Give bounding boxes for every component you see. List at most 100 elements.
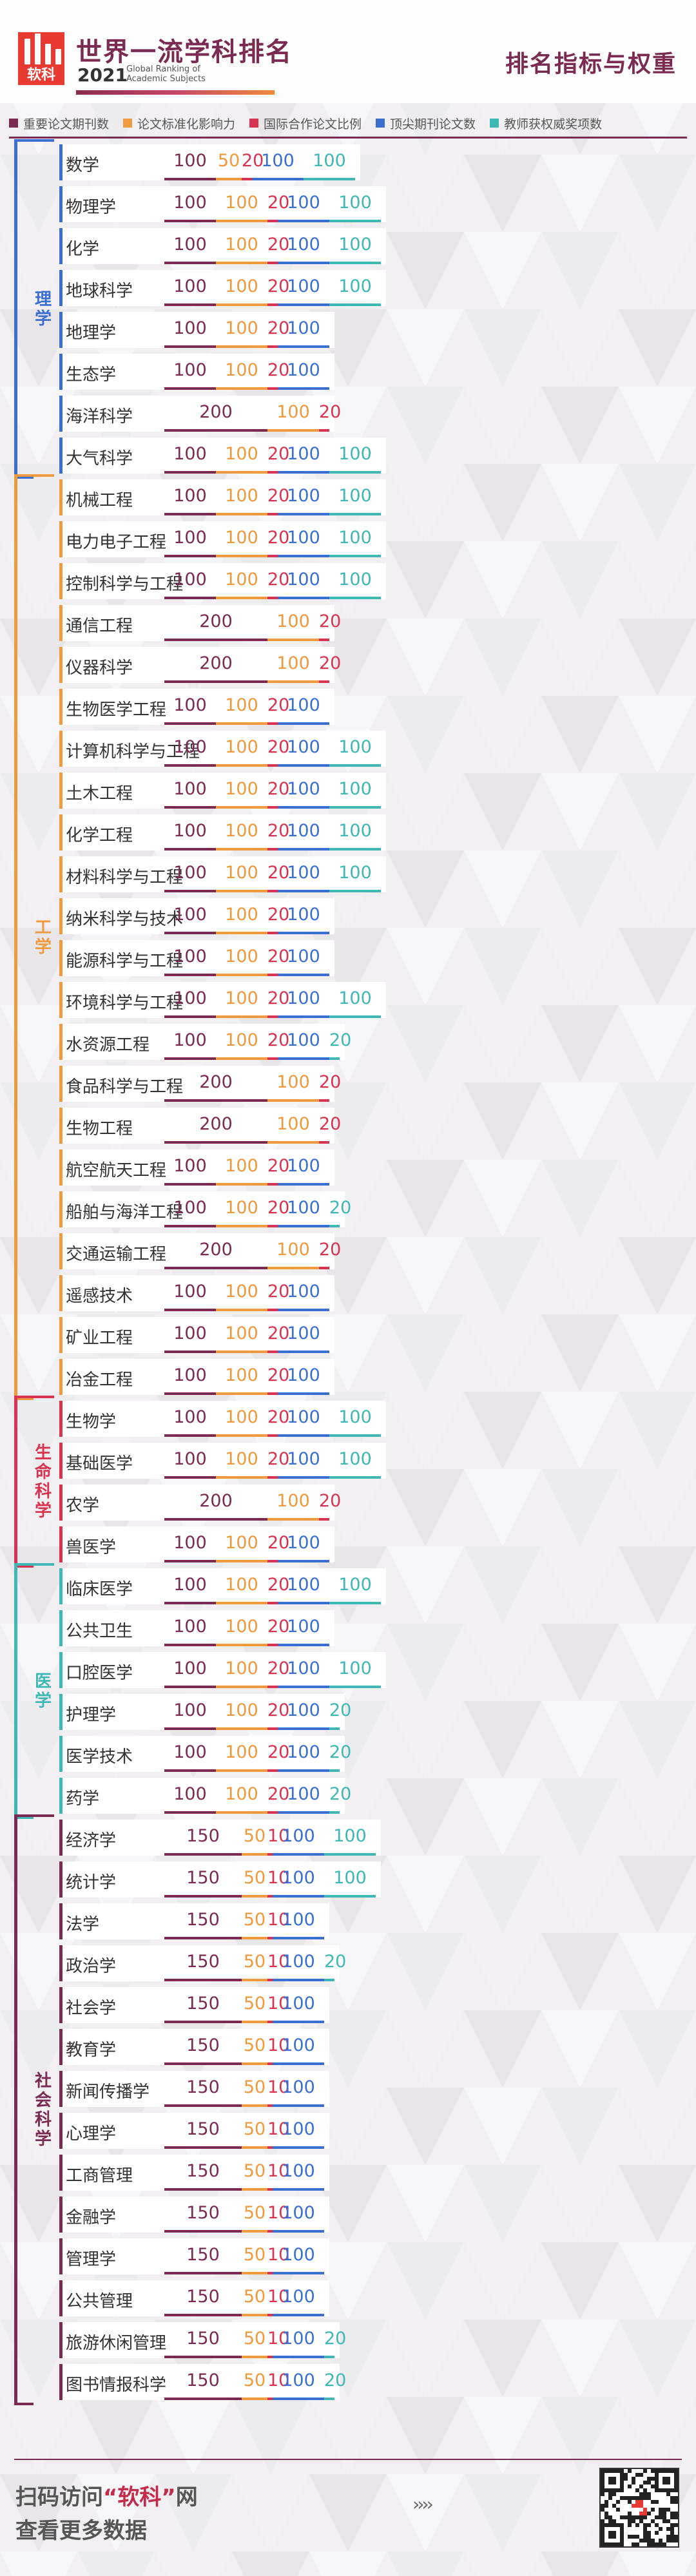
weight-segment: 100	[164, 940, 216, 976]
weight-segment: 20	[324, 2364, 346, 2400]
weight-value: 20	[329, 1742, 351, 1762]
weight-segment: 20	[267, 228, 289, 264]
weight-bar	[164, 1560, 216, 1562]
subject-name: 经济学	[66, 1831, 117, 1850]
weight-segment: 100	[278, 1694, 329, 1730]
weight-value: 100	[287, 1742, 320, 1762]
row-background	[59, 1317, 334, 1353]
weight-bar	[267, 1644, 278, 1646]
row-marker	[59, 2071, 63, 2107]
weight-segment: 100	[278, 1443, 329, 1479]
weight-segment: 100	[267, 1233, 319, 1269]
weight-value: 50	[243, 2203, 266, 2223]
weight-segment: 20	[329, 1736, 351, 1772]
weight-segment: 100	[216, 1778, 267, 1814]
weight-bar	[319, 1518, 329, 1521]
weight-segment: 100	[164, 856, 216, 892]
subject-name: 控制科学与工程	[66, 575, 184, 594]
weight-value: 100	[276, 402, 310, 422]
page-title: 世界一流学科排名	[76, 37, 293, 67]
weight-value: 100	[287, 1030, 320, 1050]
row-background	[59, 856, 386, 892]
weight-segment: 20	[319, 605, 341, 641]
weight-value: 100	[287, 235, 320, 255]
weight-value: 100	[338, 276, 372, 296]
row-marker	[59, 689, 63, 725]
weight-value: 20	[267, 1323, 289, 1343]
weight-value: 50	[243, 1826, 266, 1846]
row-marker	[59, 1275, 63, 1311]
row-marker	[59, 228, 63, 264]
row-background	[59, 1652, 386, 1688]
weight-segment: 200	[164, 396, 267, 432]
weight-value: 100	[333, 1826, 367, 1846]
weight-segment: 100	[164, 479, 216, 515]
weight-segment: 100	[216, 228, 267, 264]
weight-value: 100	[173, 1533, 207, 1553]
weight-segment: 100	[329, 479, 381, 515]
weight-segment: 100	[273, 1861, 324, 1898]
weight-segment: 100	[329, 521, 381, 557]
weight-segment: 50	[242, 2029, 267, 2065]
weight-segment: 100	[164, 354, 216, 390]
weight-value: 10	[267, 2370, 289, 2390]
weight-value: 100	[225, 1365, 258, 1385]
weight-bar	[267, 1057, 278, 1060]
weight-segment: 100	[278, 521, 329, 557]
legend-swatch	[123, 119, 133, 128]
weight-value: 100	[225, 988, 258, 1008]
weight-segment: 100	[164, 1149, 216, 1186]
weight-bar	[164, 1518, 267, 1521]
subject-name: 环境科学与工程	[66, 994, 184, 1013]
weight-bar	[278, 513, 329, 515]
weight-bar	[319, 1141, 329, 1144]
weight-bar	[278, 220, 329, 222]
group-bracket: 理学	[14, 139, 54, 479]
weight-segment: 100	[329, 982, 381, 1018]
weight-bar	[164, 429, 267, 432]
weight-bar	[278, 1560, 329, 1562]
weight-bar	[267, 262, 278, 264]
weight-segment: 200	[164, 1108, 267, 1144]
weight-segment: 100	[216, 270, 267, 306]
weight-bar	[216, 471, 267, 474]
subject-name: 心理学	[66, 2124, 117, 2144]
weight-value: 20	[329, 1030, 351, 1050]
weight-segment: 100	[329, 814, 381, 851]
weight-bar	[267, 1392, 278, 1395]
weight-value: 50	[243, 2119, 266, 2139]
weight-segment: 100	[216, 479, 267, 515]
weight-value: 20	[267, 1700, 289, 1720]
weight-bar	[273, 2314, 324, 2316]
weight-bar	[216, 303, 267, 306]
weight-bar	[242, 2188, 267, 2191]
legend: 重要论文期刊数 论文标准化影响力 国际合作论文比例 顶尖期刊论文数 教师获权威奖项数	[9, 113, 692, 133]
weight-bar	[267, 2314, 273, 2316]
weight-segment: 100	[216, 814, 267, 851]
weight-value: 100	[287, 1156, 320, 1176]
subject-name: 旅游休闲管理	[66, 2334, 167, 2353]
weight-segment: 200	[164, 1485, 267, 1521]
subject-name: 水资源工程	[66, 1035, 150, 1055]
row-background	[59, 144, 360, 180]
weight-segment: 10	[267, 1861, 289, 1898]
weight-bar	[267, 471, 278, 474]
weight-segment: 100	[164, 814, 216, 851]
qr-code[interactable]	[599, 2468, 679, 2548]
weight-bar	[278, 722, 329, 725]
row-marker	[59, 1024, 63, 1060]
row-background	[59, 1736, 345, 1772]
weight-bar	[278, 932, 329, 934]
weight-value: 100	[287, 318, 320, 338]
group-name: 医学	[34, 1671, 52, 1711]
subject-name: 化学工程	[66, 826, 133, 845]
row-marker	[59, 2029, 63, 2065]
row-background	[59, 563, 386, 599]
weight-segment: 50	[242, 2280, 267, 2316]
weight-bar	[164, 1979, 242, 1981]
weight-value: 20	[324, 2370, 346, 2390]
weight-value: 100	[173, 1407, 207, 1427]
row-background	[59, 2364, 340, 2400]
weight-segment: 100	[273, 2280, 324, 2316]
weight-value: 20	[319, 1240, 341, 1260]
